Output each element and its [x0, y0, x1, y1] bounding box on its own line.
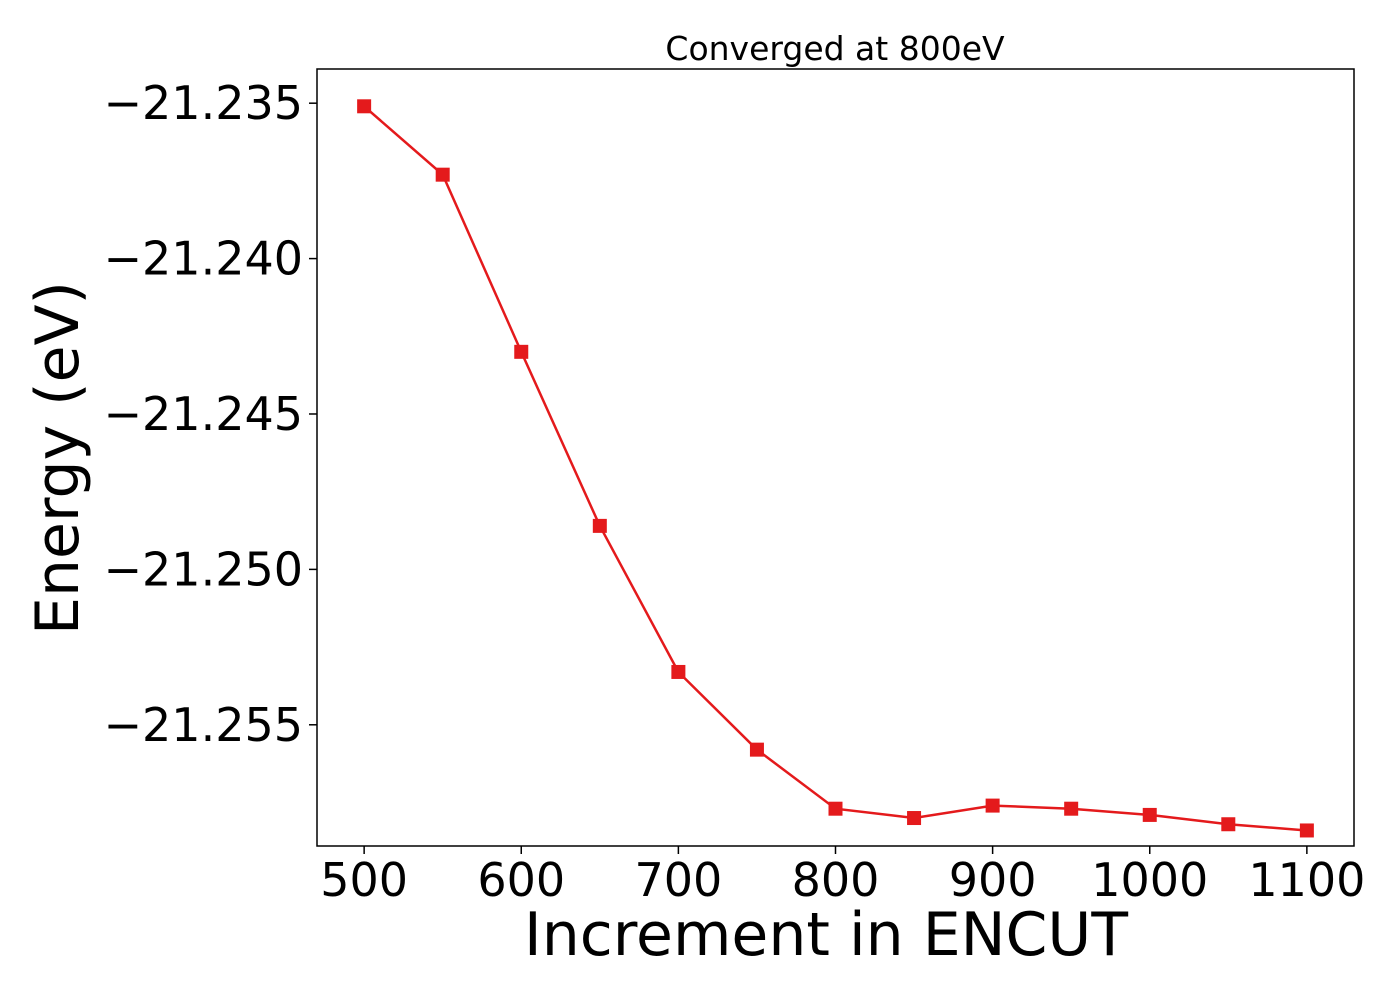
y-tick-label: −21.245 — [104, 387, 304, 441]
plot-area — [316, 68, 1355, 847]
x-tick-label: 900 — [949, 853, 1037, 907]
y-tick-label: −21.235 — [104, 76, 304, 130]
data-point — [514, 344, 529, 359]
data-point — [1064, 801, 1079, 816]
data-point — [749, 742, 764, 757]
x-tick-label: 1100 — [1248, 853, 1365, 907]
x-axis: 500 600 700 800 900 1000 1100 — [320, 846, 1365, 907]
data-point — [985, 798, 1000, 813]
data-point — [357, 99, 372, 114]
data-point — [907, 811, 922, 826]
x-tick-label: 1000 — [1091, 853, 1208, 907]
x-tick-label: 500 — [320, 853, 408, 907]
x-tick-label: 700 — [634, 853, 722, 907]
y-axis: −21.235 −21.240 −21.245 −21.250 −21.255 — [104, 76, 317, 752]
series-line — [363, 105, 1307, 832]
y-tick-label: −21.250 — [104, 542, 304, 596]
data-point — [435, 167, 450, 182]
series-layer — [357, 99, 1314, 838]
y-tick-label: −21.240 — [104, 232, 304, 286]
x-tick-label: 600 — [477, 853, 565, 907]
y-axis-label: Energy (eV) — [23, 281, 93, 635]
data-point — [1299, 823, 1314, 838]
data-point — [828, 801, 843, 816]
x-tick-label: 800 — [792, 853, 880, 907]
chart-title: Converged at 800eV — [665, 29, 1005, 68]
y-tick-label: −21.255 — [104, 698, 304, 752]
data-point — [671, 664, 686, 679]
x-axis-label: Increment in ENCUT — [524, 900, 1128, 970]
data-point — [592, 518, 607, 533]
data-point — [1142, 807, 1157, 822]
data-point — [1221, 817, 1236, 832]
